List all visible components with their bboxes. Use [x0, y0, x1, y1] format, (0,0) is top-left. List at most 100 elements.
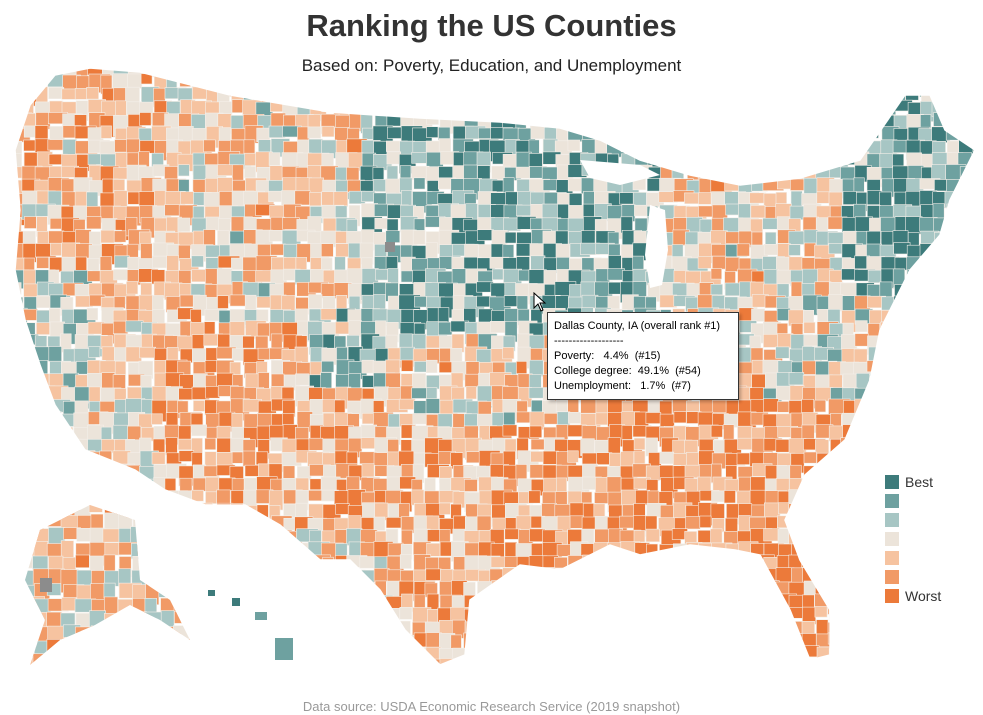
county-cell[interactable]: [606, 86, 624, 107]
county-cell[interactable]: [179, 660, 197, 677]
county-cell[interactable]: [567, 450, 579, 463]
county-cell[interactable]: [712, 556, 727, 578]
county-cell[interactable]: [205, 216, 220, 231]
county-cell[interactable]: [777, 633, 798, 646]
county-cell[interactable]: [738, 203, 751, 220]
county-cell[interactable]: [154, 569, 176, 585]
county-cell[interactable]: [906, 74, 924, 91]
county-cell[interactable]: [173, 638, 194, 663]
county-cell[interactable]: [868, 620, 890, 633]
county-cell[interactable]: [906, 295, 922, 307]
county-cell[interactable]: [970, 528, 983, 551]
county-cell[interactable]: [490, 87, 509, 102]
county-cell[interactable]: [346, 593, 359, 609]
county-cell[interactable]: [737, 425, 753, 440]
county-cell[interactable]: [593, 87, 615, 109]
county-cell[interactable]: [841, 619, 858, 635]
county-cell[interactable]: [828, 608, 845, 621]
county-cell[interactable]: [971, 114, 983, 132]
county-cell[interactable]: [971, 594, 983, 613]
county-cell[interactable]: [20, 501, 32, 513]
county-cell[interactable]: [145, 556, 160, 574]
county-cell[interactable]: [174, 584, 188, 602]
county-cell[interactable]: [723, 490, 736, 504]
county-cell[interactable]: [87, 476, 103, 496]
county-cell[interactable]: [633, 569, 649, 586]
county-cell[interactable]: [191, 424, 207, 437]
county-cell[interactable]: [438, 256, 453, 270]
county-cell[interactable]: [593, 569, 608, 582]
county-cell[interactable]: [133, 669, 148, 681]
county-cell[interactable]: [712, 580, 730, 601]
county-cell[interactable]: [971, 489, 983, 510]
county-cell[interactable]: [581, 582, 603, 603]
county-cell[interactable]: [879, 360, 896, 377]
county-cell[interactable]: [594, 555, 616, 574]
county-cell[interactable]: [103, 668, 122, 684]
county-cell[interactable]: [100, 658, 121, 671]
county-cell[interactable]: [684, 593, 699, 607]
county-cell[interactable]: [529, 632, 546, 646]
county-cell[interactable]: [172, 502, 190, 516]
county-cell[interactable]: [660, 86, 679, 100]
county-cell[interactable]: [334, 581, 352, 602]
county-cell[interactable]: [671, 660, 694, 682]
county-cell[interactable]: [476, 658, 495, 673]
county-cell[interactable]: [933, 333, 950, 355]
county-cell[interactable]: [801, 193, 819, 206]
county-cell[interactable]: [217, 647, 229, 665]
county-cell[interactable]: [180, 542, 198, 555]
county-cell[interactable]: [9, 413, 21, 428]
county-cell[interactable]: [959, 75, 976, 92]
county-cell[interactable]: [723, 424, 735, 441]
county-cell[interactable]: [815, 112, 828, 128]
county-cell[interactable]: [944, 411, 968, 426]
county-cell[interactable]: [360, 424, 378, 439]
county-cell[interactable]: [60, 659, 79, 671]
county-cell[interactable]: [697, 620, 719, 641]
county-cell[interactable]: [736, 452, 750, 465]
county-cell[interactable]: [698, 138, 720, 155]
county-cell[interactable]: [803, 321, 816, 334]
county-cell[interactable]: [151, 413, 163, 425]
county-cell[interactable]: [147, 499, 162, 518]
county-cell[interactable]: [634, 634, 648, 654]
county-cell[interactable]: [752, 165, 768, 183]
county-cell[interactable]: [282, 74, 305, 96]
county-cell[interactable]: [725, 203, 740, 216]
county-cell[interactable]: [229, 581, 244, 596]
county-cell[interactable]: [347, 659, 364, 673]
county-cell[interactable]: [439, 502, 451, 515]
county-cell[interactable]: [164, 204, 182, 217]
county-cell[interactable]: [842, 322, 854, 337]
county-cell[interactable]: [866, 660, 889, 674]
county-cell[interactable]: [139, 541, 162, 559]
county-cell[interactable]: [556, 86, 579, 106]
county-cell[interactable]: [74, 476, 89, 491]
county-cell[interactable]: [946, 73, 967, 92]
county-cell[interactable]: [906, 413, 926, 429]
county-cell[interactable]: [750, 621, 774, 644]
county-cell[interactable]: [543, 100, 563, 112]
county-cell[interactable]: [151, 491, 170, 506]
county-cell[interactable]: [724, 556, 742, 578]
county-cell[interactable]: [568, 594, 589, 615]
county-cell[interactable]: [50, 489, 72, 506]
county-cell[interactable]: [35, 465, 55, 480]
county-cell[interactable]: [99, 621, 121, 634]
county-cell[interactable]: [204, 555, 218, 574]
county-cell[interactable]: [204, 529, 219, 541]
county-cell[interactable]: [671, 568, 691, 586]
county-cell[interactable]: [737, 126, 757, 147]
county-cell[interactable]: [164, 166, 178, 181]
county-cell[interactable]: [294, 569, 309, 588]
county-cell[interactable]: [932, 243, 954, 262]
county-cell[interactable]: [76, 490, 96, 502]
county-cell[interactable]: [335, 231, 348, 244]
county-cell[interactable]: [814, 399, 826, 413]
county-cell[interactable]: [242, 581, 255, 595]
county-cell[interactable]: [86, 216, 102, 230]
county-cell[interactable]: [88, 500, 103, 513]
county-cell[interactable]: [503, 606, 523, 618]
county-cell[interactable]: [255, 567, 269, 579]
